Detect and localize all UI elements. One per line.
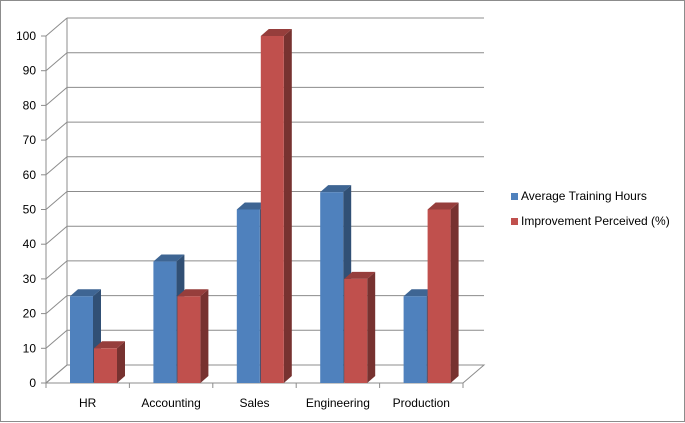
y-tick-label: 0 [29, 376, 36, 390]
legend-label: Average Training Hours [521, 189, 647, 203]
bar [94, 348, 117, 383]
bar [320, 192, 344, 383]
bar [236, 209, 260, 383]
bar [260, 36, 284, 383]
y-tick-label: 20 [23, 307, 37, 321]
bar-top [344, 271, 376, 279]
gridline-depth [45, 191, 68, 210]
x-tick-label: Engineering [306, 396, 370, 410]
bar-side [200, 289, 209, 383]
gridline-depth [45, 295, 68, 314]
bar [70, 296, 93, 383]
bar [427, 209, 451, 383]
y-tick-label: 100 [16, 29, 36, 43]
bar-top [427, 202, 459, 210]
bar-side [367, 271, 376, 383]
bar-top [320, 185, 352, 193]
y-tick-label: 70 [23, 133, 37, 147]
y-tick-label: 60 [23, 168, 37, 182]
bar-top [94, 341, 125, 349]
y-tick-label: 40 [23, 237, 37, 251]
y-tick-label: 10 [23, 341, 37, 355]
x-tick-label: Sales [239, 396, 269, 410]
bar [177, 296, 201, 383]
bar-side [117, 341, 125, 383]
gridline-depth [45, 17, 68, 37]
bar-top [260, 29, 292, 36]
legend-swatch [511, 218, 518, 225]
gridline-depth [45, 329, 68, 349]
legend-swatch [511, 193, 518, 200]
legend-label: Improvement Perceived (%) [521, 214, 670, 228]
gridline-depth [45, 52, 68, 72]
bar [344, 278, 368, 383]
bar-top [403, 289, 435, 297]
y-tick-label: 30 [23, 272, 37, 286]
y-tick-label: 80 [23, 98, 37, 112]
bar-side [283, 29, 292, 383]
gridline-depth [45, 260, 68, 280]
x-tick-label: HR [79, 396, 97, 410]
bar-side [450, 202, 459, 383]
gridline-depth [45, 121, 68, 141]
bar-top [177, 289, 209, 297]
x-tick-label: Accounting [141, 396, 200, 410]
x-tick-label: Production [393, 396, 450, 410]
bar-top [236, 202, 268, 210]
bar-top [153, 254, 185, 262]
gridline-depth [45, 156, 68, 176]
y-tick-label: 50 [23, 203, 37, 217]
gridline-depth [45, 225, 68, 245]
y-tick-label: 90 [23, 64, 37, 78]
bar [153, 261, 177, 383]
bar [403, 296, 427, 383]
bar-top [70, 289, 101, 297]
gridline-depth [45, 87, 68, 106]
